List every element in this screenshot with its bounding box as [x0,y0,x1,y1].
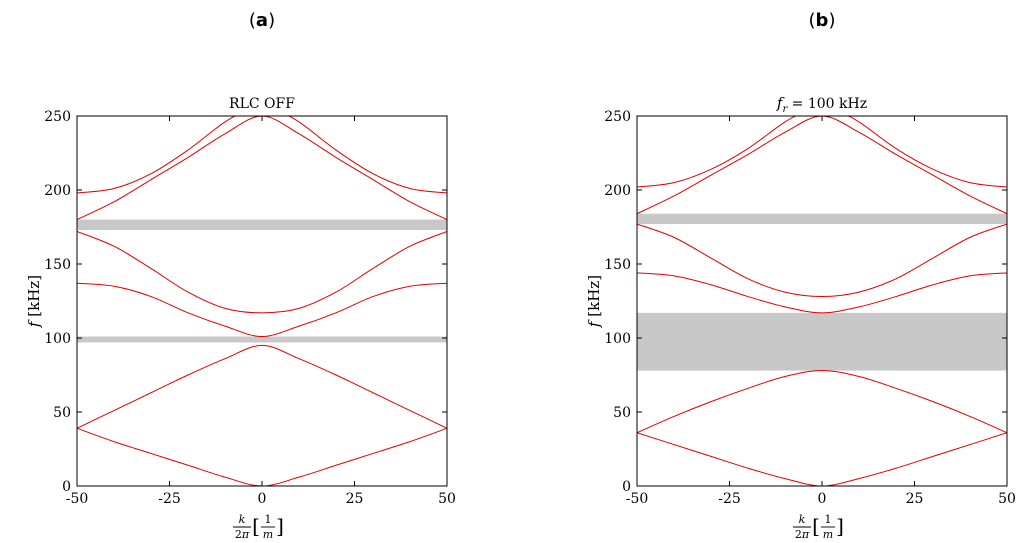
svg-text:1: 1 [265,513,272,526]
panel-b-dispersion-branch-2 [637,370,1007,434]
panel-a-dispersion-branch-6 [77,116,447,194]
panel-a: (a) RLC OFF -50 -25 0 25 50 0 50 100 150 200 250 f [k… [25,10,456,541]
panel-a-x-tick-label: 25 [346,491,364,507]
svg-text:]: ] [276,514,284,538]
panel-b-y-tick-label: 250 [604,109,631,125]
panel-b-x-tick-label: 0 [818,491,827,507]
panel-b-plot-frame [636,115,1008,487]
panel-a-band-gap-2 [77,219,447,230]
svg-text:[: [ [252,514,260,538]
panel-a-dispersion-branch-3 [77,282,447,338]
panel-b: (b) fr = 100 kHz -50 -25 0 25 50 0 50 100 150 200 25… [585,10,1016,541]
panel-a-y-tick-label: 250 [44,109,71,125]
panel-a-x-axis-label: k 2π[1 m] [233,513,284,541]
panel-a-x-tick-label: -25 [158,491,181,507]
panel-a-y-tick-label: 0 [62,479,71,495]
panel-b-dispersion-branch-6 [637,116,1007,188]
panel-b-dispersion-branch-3 [637,272,1007,314]
panel-b-y-tick-label: 150 [604,257,631,273]
panel-b-x-tick-label: -25 [718,491,741,507]
panel-a-y-tick-label: 50 [53,405,71,421]
panel-a-band-gap-1 [77,336,447,343]
panel-b-band-gap-2 [637,213,1007,225]
panel-b-x-tick-label: 25 [906,491,924,507]
panel-a-y-tick-label: 100 [44,331,71,347]
panel-b-x-tick-label: -50 [626,491,649,507]
panel-b-dispersion-branch-1 [637,432,1007,486]
panel-b-y-tick-label: 200 [604,183,631,199]
panel-b-y-tick-label: 0 [622,479,631,495]
panel-b-x-tick-label: 50 [998,491,1016,507]
svg-text:k: k [799,513,806,526]
panel-b-band-gap-1 [637,312,1007,371]
panel-a-dispersion-branch-5 [77,116,447,221]
svg-text:]: ] [836,514,844,538]
panel-a-dispersion-branch-4 [77,230,447,314]
panel-b-y-tick-label: 100 [604,331,631,347]
panel-b-dispersion-branch-4 [637,223,1007,298]
panel-b-y-tick-label: 50 [613,405,631,421]
panel-a-x-tick-label: 0 [258,491,267,507]
svg-text:1: 1 [825,513,832,526]
panel-a-y-axis-label: f [kHz] [25,275,43,328]
svg-text:2π: 2π [235,528,250,541]
panel-a-label: (a) [249,10,275,31]
panel-a-plot-frame [76,115,448,487]
svg-text:k: k [239,513,246,526]
panel-b-chart-title: fr = 100 kHz [776,94,867,115]
panel-a-chart-title: RLC OFF [229,96,295,112]
panel-b-label: (b) [809,10,836,31]
svg-text:2π: 2π [795,528,810,541]
svg-text:[: [ [812,514,820,538]
panel-b-x-axis-label: k 2π[1 m] [793,513,844,541]
panel-b-dispersion-branch-5 [637,116,1007,215]
panel-a-y-tick-label: 200 [44,183,71,199]
panel-a-dispersion-branch-2 [77,344,447,429]
svg-text:m: m [263,528,273,541]
svg-text:m: m [823,528,833,541]
panel-a-y-tick-label: 150 [44,257,71,273]
panel-a-x-tick-label: 50 [438,491,456,507]
panel-b-y-axis-label: f [kHz] [585,275,603,328]
panel-a-x-tick-label: -50 [66,491,89,507]
panel-a-dispersion-branch-1 [77,427,447,486]
